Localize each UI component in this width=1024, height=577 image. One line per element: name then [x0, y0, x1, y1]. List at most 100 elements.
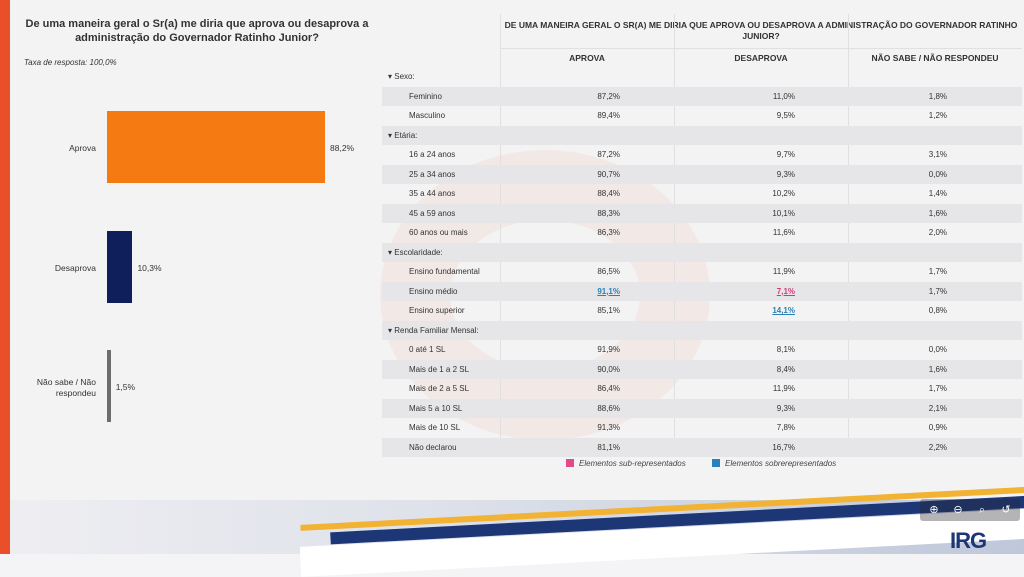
row-label: 25 a 34 anos — [409, 169, 456, 179]
logo-text: IRG — [950, 528, 987, 553]
cell-nao-sabe: 1,7% — [928, 286, 947, 296]
cell-nao-sabe: 1,7% — [928, 384, 947, 393]
table-row: Ensino fundamental 86,5% 11,9% 1,7% — [382, 262, 1022, 282]
column-header-desaprova[interactable]: DESAPROVA — [734, 53, 788, 63]
table-row: 25 a 34 anos 90,7% 9,3% 0,0% — [382, 164, 1022, 184]
cell-desaprova: 11,6% — [772, 228, 795, 237]
cell-nao-sabe: 1,8% — [928, 91, 947, 101]
row-label: Feminino — [409, 91, 442, 101]
cell-aprova: 81,1% — [597, 442, 620, 452]
group-label[interactable]: ▾ Etária: — [388, 130, 418, 140]
bar-desaprova[interactable] — [107, 231, 133, 303]
row-label: 16 a 24 anos — [409, 150, 456, 159]
cell-nao-sabe: 1,6% — [928, 364, 947, 374]
cell-desaprova: 11,0% — [772, 91, 795, 101]
legend-under: Elementos sub-representados — [566, 459, 686, 468]
zoom-in-icon[interactable]: ⊕ — [929, 504, 939, 516]
row-label: 0 até 1 SL — [409, 345, 446, 354]
table-row: 60 anos ou mais 86,3% 11,6% 2,0% — [382, 223, 1022, 243]
cell-aprova: 91,9% — [597, 345, 620, 354]
cell-aprova: 89,4% — [597, 111, 620, 120]
table-row: Mais 5 a 10 SL 88,6% 9,3% 2,1% — [382, 398, 1022, 418]
cell-aprova: 91,3% — [597, 423, 620, 432]
table-row: 45 a 59 anos 88,3% 10,1% 1,6% — [382, 203, 1022, 223]
cell-nao-sabe: 0,9% — [928, 423, 947, 432]
cell-nao-sabe: 3,1% — [928, 150, 947, 159]
accent-bar — [0, 0, 10, 554]
cell-aprova: 86,3% — [597, 228, 620, 237]
cell-desaprova: 7,8% — [776, 423, 795, 432]
cell-aprova: 86,5% — [597, 267, 620, 276]
row-label: Masculino — [409, 111, 446, 120]
row-label: Mais de 1 a 2 SL — [409, 364, 470, 374]
cell-nao-sabe: 1,6% — [928, 208, 947, 218]
table-group-row: ▾ Escolaridade: — [382, 242, 1022, 262]
zoom-out-icon[interactable]: ⊖ — [953, 504, 963, 516]
group-label[interactable]: ▾ Renda Familiar Mensal: — [388, 325, 479, 335]
table-group-row: ▾ Sexo: — [382, 67, 1022, 87]
cell-desaprova: 9,3% — [776, 169, 795, 179]
zoom-toolbar: ⊕ ⊖ ⌕ ↺ — [920, 499, 1020, 521]
legend-swatch-under — [566, 459, 574, 467]
cell-desaprova: 9,7% — [776, 150, 795, 159]
table-group-row: ▾ Renda Familiar Mensal: — [382, 320, 1022, 340]
row-label: Mais de 10 SL — [409, 423, 461, 432]
cell-aprova: 85,1% — [597, 306, 620, 315]
bar-value-desaprova: 10,3% — [137, 263, 162, 273]
table-row: Masculino 89,4% 9,5% 1,2% — [382, 106, 1022, 126]
bar-value-nao-sabe: 1,5% — [115, 382, 136, 392]
group-label[interactable]: ▾ Escolaridade: — [388, 247, 443, 257]
cell-aprova: 88,4% — [597, 189, 620, 198]
column-divider — [848, 14, 849, 452]
bar-nao-sabe[interactable] — [107, 350, 111, 422]
cell-desaprova: 16,7% — [772, 442, 795, 452]
table-row: Ensino superior 85,1% 14,1% 0,8% — [382, 301, 1022, 321]
group-label[interactable]: ▾ Sexo: — [388, 72, 415, 81]
cell-aprova: 87,2% — [597, 150, 620, 159]
search-icon[interactable]: ⌕ — [978, 504, 986, 516]
table-row: 35 a 44 anos 88,4% 10,2% 1,4% — [382, 184, 1022, 204]
reset-icon[interactable]: ↺ — [1001, 504, 1011, 516]
cell-desaprova[interactable]: 14,1% — [772, 306, 795, 315]
response-rate: Taxa de resposta: 100,0% — [24, 58, 117, 67]
cell-desaprova: 10,2% — [772, 189, 795, 198]
row-label: Ensino superior — [409, 306, 465, 315]
chart-title: De uma maneira geral o Sr(a) me diria qu… — [25, 18, 369, 44]
legend-over-label: Elementos sobrerepresentados — [725, 459, 837, 468]
column-divider — [500, 14, 501, 452]
cell-desaprova: 8,1% — [776, 345, 795, 354]
cell-nao-sabe: 2,2% — [928, 442, 947, 452]
table-row: Mais de 10 SL 91,3% 7,8% 0,9% — [382, 418, 1022, 438]
cell-aprova: 86,4% — [597, 384, 620, 393]
column-header-aprova[interactable]: APROVA — [569, 53, 605, 63]
cell-desaprova[interactable]: 7,1% — [776, 286, 795, 296]
table-row: Feminino 87,2% 11,0% 1,8% — [382, 86, 1022, 106]
table-row: Não declarou 81,1% 16,7% 2,2% — [382, 437, 1022, 457]
cell-aprova: 90,7% — [597, 169, 620, 179]
table-row: Mais de 1 a 2 SL 90,0% 8,4% 1,6% — [382, 359, 1022, 379]
cell-desaprova: 11,9% — [772, 384, 795, 393]
table-row: 16 a 24 anos 87,2% 9,7% 3,1% — [382, 145, 1022, 165]
cell-aprova: 90,0% — [597, 364, 620, 374]
cell-aprova[interactable]: 91,1% — [597, 286, 620, 296]
legend-swatch-over — [712, 459, 720, 467]
column-divider — [674, 14, 675, 452]
legend-under-label: Elementos sub-representados — [579, 459, 686, 468]
bar-value-aprova: 88,2% — [330, 143, 355, 153]
table-row: 0 até 1 SL 91,9% 8,1% 0,0% — [382, 340, 1022, 360]
cell-aprova: 87,2% — [597, 91, 620, 101]
column-header-nao-sabe[interactable]: NÃO SABE / NÃO RESPONDEU — [871, 53, 999, 63]
row-label: Ensino médio — [409, 286, 458, 296]
cell-desaprova: 10,1% — [772, 208, 795, 218]
cell-nao-sabe: 0,8% — [928, 306, 947, 315]
cell-desaprova: 9,3% — [776, 403, 795, 413]
row-label: Não declarou — [409, 442, 457, 452]
row-label: 60 anos ou mais — [409, 228, 468, 237]
bar-label-desaprova: Desaprova — [54, 263, 96, 273]
row-label: 45 a 59 anos — [409, 208, 456, 218]
bar-aprova[interactable] — [107, 111, 325, 183]
legend-over: Elementos sobrerepresentados — [712, 459, 836, 468]
cell-nao-sabe: 1,2% — [928, 111, 947, 120]
cell-nao-sabe: 1,7% — [928, 267, 947, 276]
cell-nao-sabe: 0,0% — [928, 345, 947, 354]
